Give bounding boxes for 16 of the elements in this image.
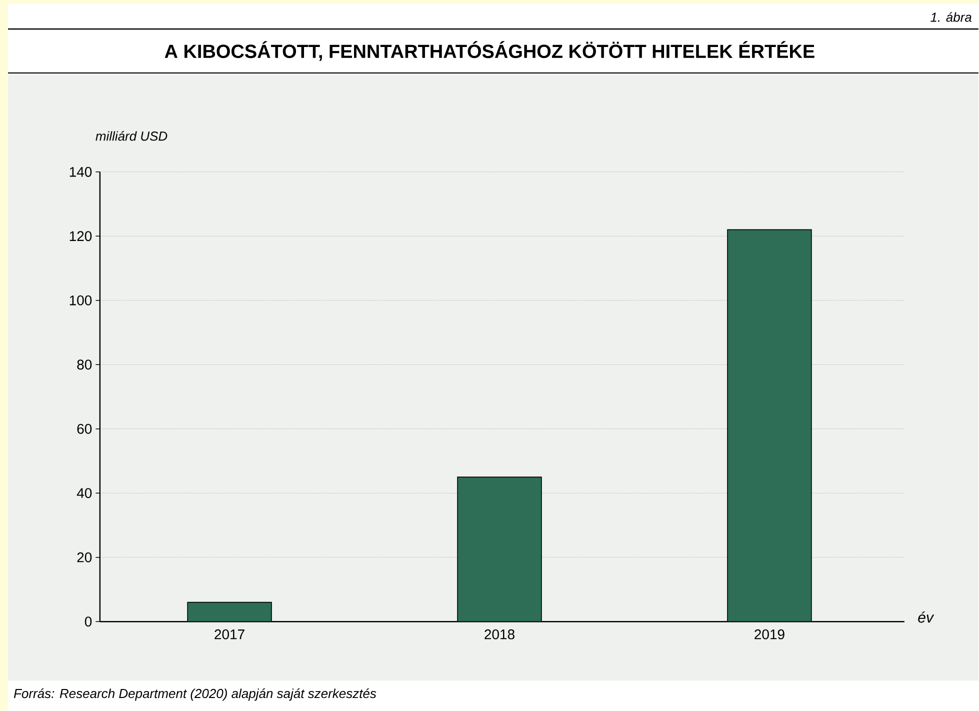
y-tick-label: 60 [77, 424, 92, 434]
text: Forrás: Research Department (2020) alapján saját szerkesztés [14, 688, 376, 701]
x-tick-label: 2019 [754, 630, 784, 640]
y-tick-label: 0 [84, 616, 92, 627]
chart-title: A KIBOCSÁTOTT, FENNTARTHATÓSÁGHOZ KÖTÖTT HITELEK ÉRTÉKE [164, 41, 814, 62]
y-tick-label: 140 [70, 167, 92, 178]
x-axis-title: év [918, 612, 934, 623]
x-tick-label: 2017 [214, 630, 244, 640]
y-tick-label: 100 [70, 296, 92, 306]
y-tick-label: 120 [70, 231, 92, 242]
y-tick-label: 20 [77, 552, 92, 563]
x-tick-label: 2018 [484, 630, 514, 640]
y-tick-label: 80 [77, 360, 92, 370]
text: 1. ábra [930, 12, 972, 22]
y-axis-title: milliárd USD [96, 131, 168, 141]
y-tick-label: 40 [76, 488, 92, 498]
